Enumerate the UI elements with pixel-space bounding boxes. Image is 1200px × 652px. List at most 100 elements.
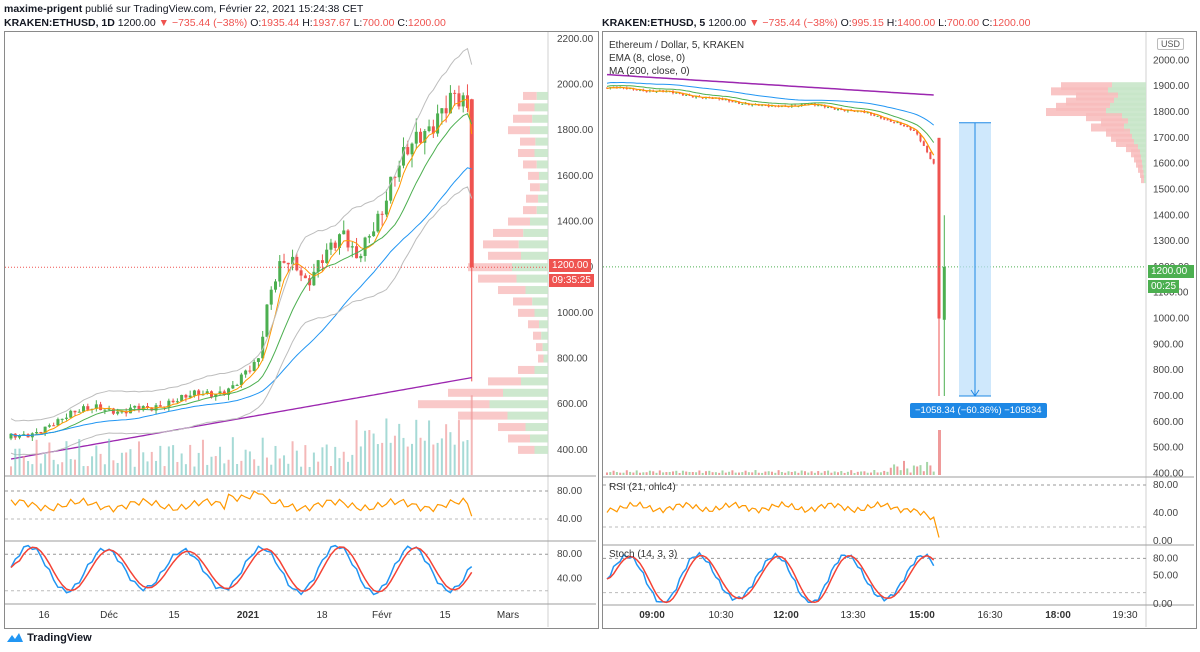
currency-button[interactable]: USD <box>1157 38 1185 50</box>
right-volume-bar <box>922 471 925 475</box>
left-x-tick-label: 15 <box>439 610 451 621</box>
right-x-tick-label: 16:30 <box>977 610 1002 621</box>
right-candle-body <box>665 91 668 93</box>
left-volume-bar <box>116 462 119 475</box>
right-candle-body <box>912 129 915 131</box>
left-volume-bar <box>248 451 251 475</box>
left-volume-bar <box>142 452 145 475</box>
right-volume-bar <box>652 471 655 475</box>
right-volume-bar <box>615 472 618 475</box>
left-volume-bar <box>210 456 213 475</box>
right-volume-bar <box>800 470 803 475</box>
left-volume-bar <box>236 464 239 475</box>
author-name[interactable]: maxime-prigent <box>4 3 83 15</box>
left-volume-profile-bar-buy <box>532 297 548 306</box>
left-candle-body <box>150 407 154 411</box>
right-volume-bar <box>916 466 919 475</box>
left-candle-body <box>397 165 401 178</box>
right-candle-body <box>678 92 681 94</box>
left-candle-body <box>393 176 397 178</box>
left-volume-profile-bar-buy <box>534 103 548 112</box>
right-y-tick-label: 1400.00 <box>1153 210 1190 221</box>
right-volume-profile-bar-buy <box>1142 164 1146 173</box>
right-volume-bar <box>721 470 724 475</box>
right-volume-profile-bar-buy <box>1110 102 1146 111</box>
left-candle-body <box>363 237 367 256</box>
left-volume-bar <box>65 441 68 475</box>
right-candle-body <box>691 95 694 98</box>
measure-label[interactable]: −1058.34 (−60.36%) −105834 <box>910 403 1047 418</box>
left-symbol[interactable]: KRAKEN:ETHUSD, 1D <box>4 17 115 29</box>
left-x-tick-label: 16 <box>38 610 50 621</box>
right-y-tick-label: 1300.00 <box>1153 236 1190 247</box>
left-volume-profile-bar-buy <box>525 423 548 432</box>
left-volume-bar <box>155 460 158 475</box>
left-volume-bar <box>261 437 264 475</box>
left-candle-body <box>47 425 51 427</box>
right-candle-body <box>906 125 909 127</box>
right-candle-body <box>820 105 823 107</box>
left-volume-bar <box>201 439 204 475</box>
right-volume-bar <box>761 472 764 475</box>
left-volume-profile-bar-sell <box>530 183 540 192</box>
right-volume-bar <box>777 470 780 475</box>
left-candle-body <box>337 234 341 248</box>
right-volume-bar <box>830 472 833 475</box>
right-candle-body <box>903 125 905 127</box>
left-volume-profile-bar-sell <box>518 445 535 454</box>
left-volume-bar <box>449 432 452 475</box>
left-volume-profile-bar-buy <box>536 91 548 100</box>
right-rsi-line <box>606 500 940 538</box>
right-symbol[interactable]: KRAKEN:ETHUSD, 5 <box>602 17 706 29</box>
right-volume-bar <box>738 472 740 475</box>
right-volume-profile-bar-sell <box>1141 175 1144 184</box>
right-volume-bar <box>846 471 849 475</box>
left-volume-profile-bar-buy <box>543 354 548 363</box>
left-volume-bar <box>338 458 341 475</box>
left-candle-body <box>419 131 423 143</box>
left-candle-body <box>303 275 307 279</box>
right-volume-profile-bar-buy <box>1108 87 1146 96</box>
right-volume-bar <box>734 472 737 475</box>
left-volume-profile-bar-sell <box>533 331 542 340</box>
left-candle-body <box>103 409 107 411</box>
right-volume-bar <box>701 472 704 475</box>
left-rsi-line <box>10 490 473 517</box>
left-candle-body <box>69 410 73 418</box>
right-volume-bar <box>635 470 638 475</box>
right-candle-body <box>731 101 734 103</box>
right-volume-bar <box>718 472 721 475</box>
left-volume-bar <box>372 433 375 475</box>
right-volume-bar <box>744 470 747 475</box>
left-volume-profile-bar-sell <box>528 171 539 180</box>
left-volume-profile-bar-buy <box>534 308 548 317</box>
left-candle-body <box>197 390 201 396</box>
left-volume-profile-bar-buy <box>534 445 548 454</box>
right-candle-body <box>893 121 896 123</box>
right-volume-bar <box>823 471 826 475</box>
right-candle-body <box>909 126 912 130</box>
footer-brand[interactable]: TradingView <box>6 632 92 644</box>
right-volume-profile-bar-sell <box>1134 154 1142 163</box>
left-candle-body <box>120 411 124 413</box>
left-candle-body <box>431 126 435 134</box>
left-x-tick-label: Févr <box>372 610 393 621</box>
left-candle-body <box>107 408 111 410</box>
left-volume-bar <box>14 448 17 475</box>
right-volume-profile-bar-buy <box>1140 149 1146 158</box>
right-volume-bar <box>866 472 869 475</box>
right-volume-bar <box>695 472 698 475</box>
left-volume-bar <box>274 445 277 475</box>
left-candle-body <box>35 432 39 434</box>
right-volume-bar <box>833 471 836 475</box>
left-volume-bar <box>125 452 128 475</box>
left-volume-bar <box>129 449 132 475</box>
left-volume-bar <box>470 395 473 475</box>
left-volume-profile-bar-buy <box>530 434 548 443</box>
right-volume-profile-bar-sell <box>1046 108 1106 117</box>
right-stoch-tick-label: 80.00 <box>1153 553 1178 564</box>
left-volume-bar <box>39 463 42 475</box>
right-candle-body <box>846 110 849 112</box>
left-volume-bar <box>389 442 392 475</box>
